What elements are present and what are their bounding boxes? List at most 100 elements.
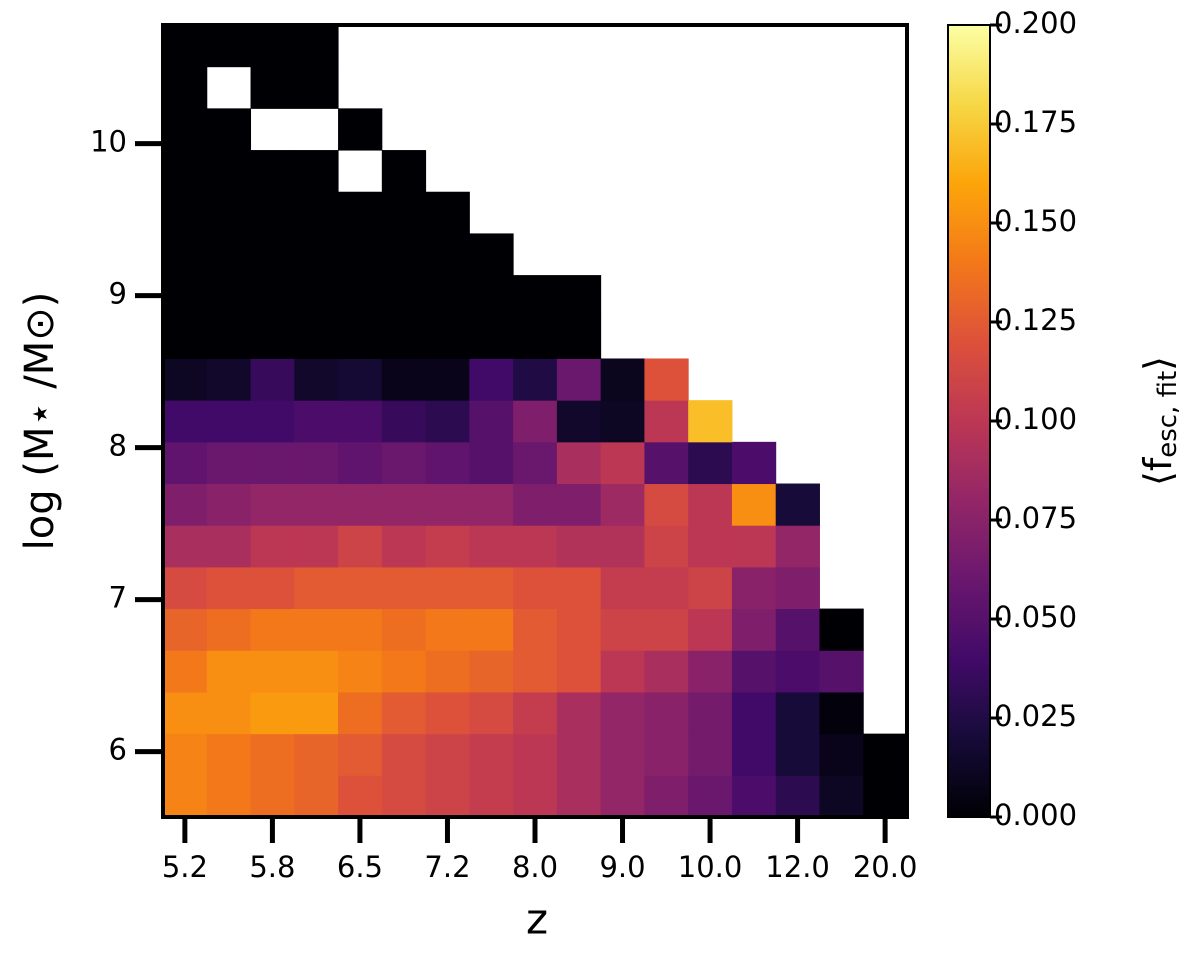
x-tick-label: 5.2: [162, 850, 208, 884]
heatmap-cell: [163, 358, 208, 401]
heatmap-cell: [731, 608, 777, 651]
heatmap-cell: [294, 233, 339, 276]
colorbar-tick-label: 0.025: [994, 699, 1077, 733]
heatmap-cell: [688, 608, 733, 651]
heatmap-cell: [425, 191, 470, 234]
heatmap-cell: [206, 316, 252, 359]
y-tick-label: 10: [90, 125, 127, 159]
colorbar-tick-label: 0.075: [994, 501, 1077, 535]
heatmap-cell: [294, 608, 339, 651]
heatmap-cell: [775, 691, 820, 735]
heatmap-cell: [425, 608, 470, 651]
heatmap-cell: [556, 650, 602, 693]
heatmap-cell: [731, 566, 777, 610]
heatmap-cell: [644, 400, 689, 443]
heatmap-cell: [206, 400, 252, 443]
heatmap-cell: [250, 275, 295, 318]
heatmap-cell: [381, 233, 427, 276]
heatmap-cell: [294, 775, 339, 818]
heatmap-cell: [556, 733, 602, 776]
heatmap-cell: [206, 691, 252, 735]
heatmap-cell: [250, 400, 295, 443]
heatmap-cell: [250, 25, 295, 68]
heatmap-cell: [294, 316, 339, 359]
heatmap-cell: [556, 358, 602, 401]
heatmap-cell: [163, 608, 208, 651]
heatmap-cell: [338, 441, 383, 485]
heatmap-cell: [688, 441, 733, 485]
heatmap-cell: [644, 358, 689, 401]
heatmap-cell: [294, 483, 339, 526]
x-axis-label: z: [526, 895, 548, 944]
heatmap-cell: [644, 441, 689, 485]
colorbar-tick-label: 0.050: [994, 600, 1077, 634]
heatmap-cell: [688, 691, 733, 735]
heatmap-cell: [163, 108, 208, 151]
colorbar-tick-label: 0.125: [994, 303, 1077, 337]
heatmap-cell: [600, 483, 645, 526]
heatmap-cell: [600, 608, 645, 651]
heatmap-cell: [294, 650, 339, 693]
heatmap-cell: [163, 650, 208, 693]
heatmap-cell: [206, 150, 252, 193]
colorbar-label: ⟨fesc, fit⟩: [1136, 356, 1183, 486]
y-tick-label: 6: [109, 733, 127, 767]
heatmap-cell: [381, 691, 427, 735]
heatmap-cell: [425, 400, 470, 443]
x-tick-label: 7.2: [424, 850, 470, 884]
heatmap-cell: [469, 691, 514, 735]
heatmap-cell: [250, 150, 295, 193]
heatmap-cell: [688, 566, 733, 610]
heatmap-cell: [206, 441, 252, 485]
heatmap-cell: [644, 650, 689, 693]
heatmap-cell: [381, 650, 427, 693]
heatmap-cell: [775, 733, 820, 776]
heatmap-cell: [206, 233, 252, 276]
heatmap-cell: [644, 608, 689, 651]
heatmap-cell: [294, 66, 339, 109]
heatmap-cell: [513, 400, 558, 443]
heatmap-cell: [163, 275, 208, 318]
heatmap-cell: [338, 566, 383, 610]
heatmap-cell: [338, 358, 383, 401]
heatmap-cell: [819, 691, 864, 735]
heatmap-cell: [381, 275, 427, 318]
heatmap-cell: [381, 608, 427, 651]
heatmap-cell: [163, 525, 208, 568]
heatmap-cell: [250, 191, 295, 234]
colorbar-tick-label: 0.200: [994, 6, 1077, 40]
heatmap-cell: [469, 483, 514, 526]
heatmap-cell: [556, 275, 602, 318]
heatmap-cell: [775, 608, 820, 651]
heatmap-cell: [206, 25, 252, 68]
heatmap-cell: [163, 691, 208, 735]
heatmap-cell: [163, 775, 208, 818]
heatmap-cell: [250, 316, 295, 359]
heatmap-cell: [469, 316, 514, 359]
heatmap-cell: [425, 566, 470, 610]
heatmap-cell: [600, 691, 645, 735]
heatmap-cell: [513, 650, 558, 693]
heatmap-cell: [425, 441, 470, 485]
heatmap-cell: [163, 483, 208, 526]
heatmap-cell: [556, 608, 602, 651]
heatmap-cell: [644, 566, 689, 610]
x-tick-label: 12.0: [765, 850, 830, 884]
heatmap-cell: [688, 775, 733, 818]
heatmap-cell: [556, 566, 602, 610]
x-tick-label: 5.8: [249, 850, 295, 884]
heatmap-cell: [338, 691, 383, 735]
heatmap-cell: [819, 775, 864, 818]
heatmap-cell: [731, 441, 777, 485]
heatmap-cell: [338, 275, 383, 318]
heatmap-cell: [206, 775, 252, 818]
colorbar-tick-label: 0.150: [994, 204, 1077, 238]
heatmap-cell: [513, 525, 558, 568]
heatmap-cell: [863, 733, 908, 776]
heatmap-cell: [294, 191, 339, 234]
colorbar-tick-label: 0.100: [994, 402, 1077, 436]
heatmap-cell: [425, 650, 470, 693]
heatmap-cell: [381, 566, 427, 610]
heatmap-cell: [381, 400, 427, 443]
